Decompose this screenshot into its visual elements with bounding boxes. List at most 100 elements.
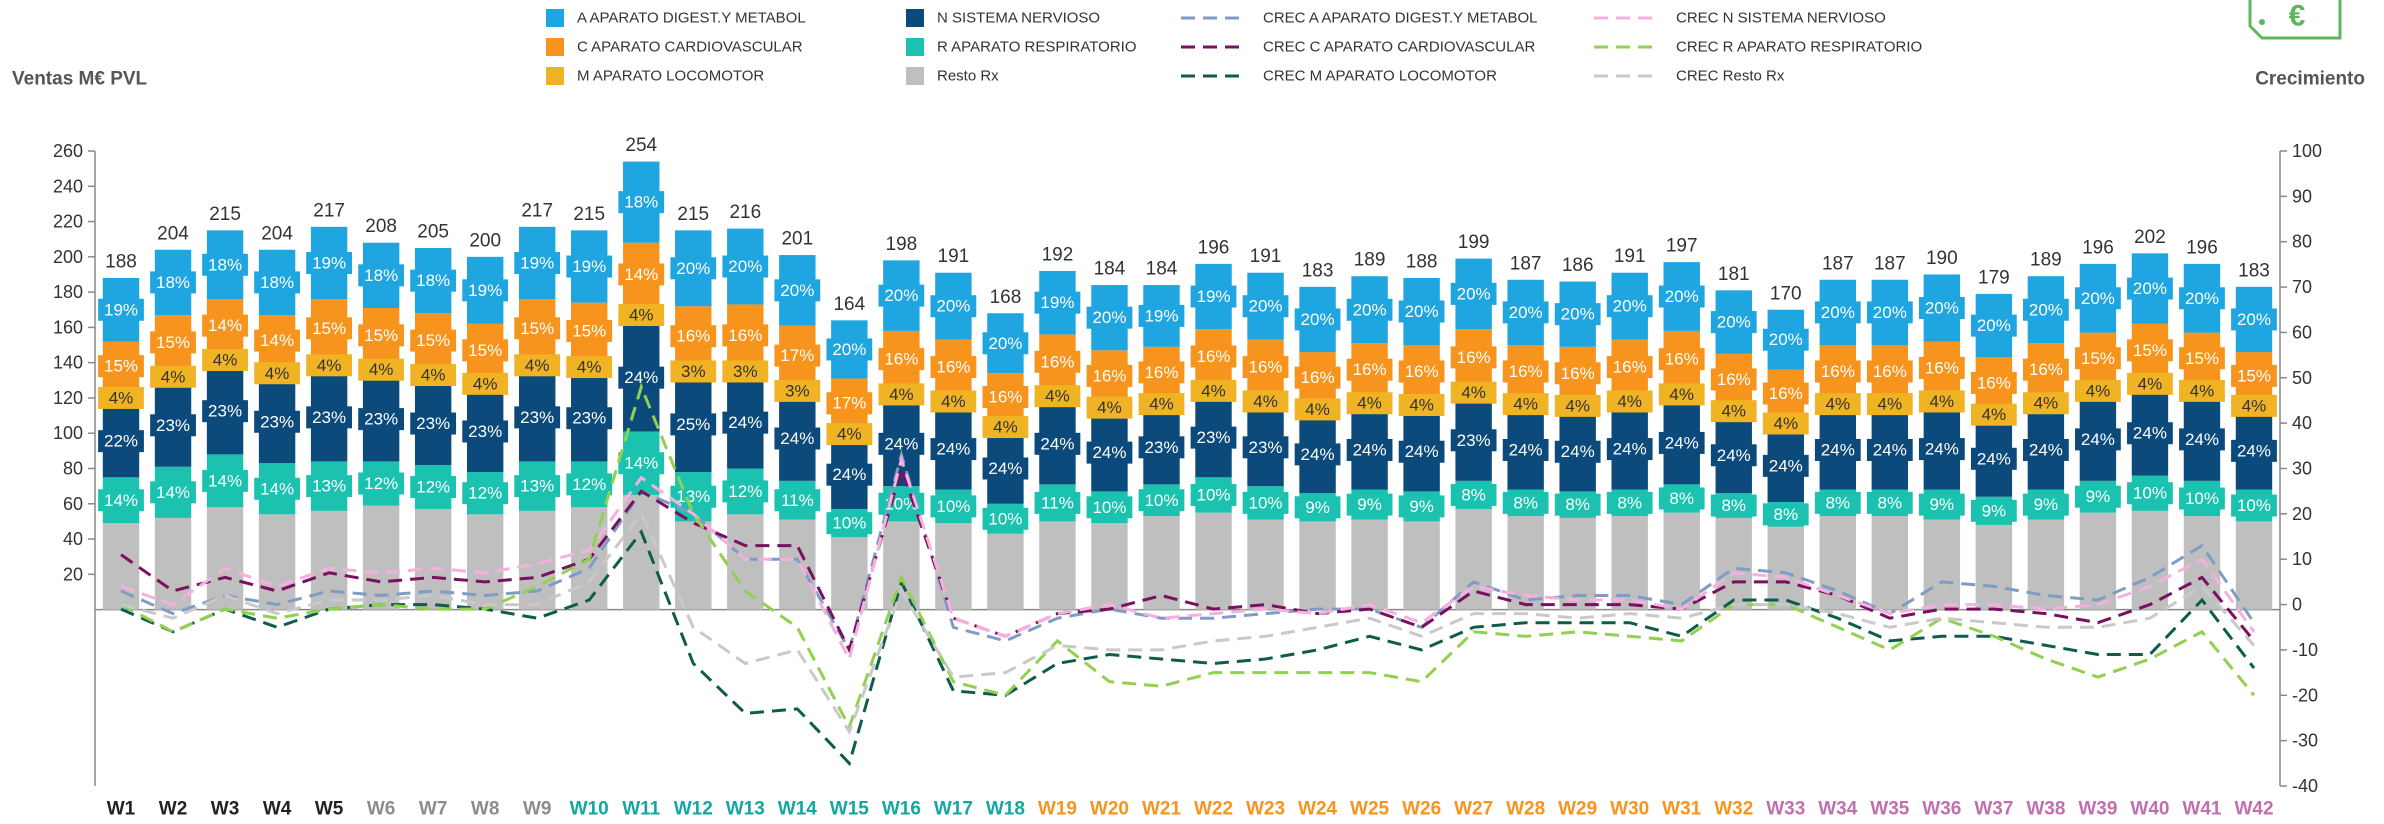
euro-icon: €: [2289, 0, 2306, 33]
share-label: 15%: [156, 333, 190, 352]
y-axis-title: Ventas M€ PVL: [12, 69, 148, 90]
share-label-box: [2231, 308, 2277, 331]
share-label-box: [1658, 487, 1705, 510]
share-label: 16%: [1457, 348, 1491, 367]
x-tick-label: W25: [1350, 799, 1390, 820]
share-label: 24%: [1353, 440, 1387, 459]
share-label: 3%: [733, 362, 758, 381]
share-label: 4%: [889, 385, 914, 404]
share-label: 4%: [1826, 395, 1851, 414]
share-label-box: [982, 507, 1029, 530]
share-label: 10%: [1249, 493, 1283, 512]
share-label: 8%: [1565, 495, 1590, 514]
share-label: 12%: [416, 478, 450, 497]
y-tick-label: 220: [53, 212, 83, 232]
x-tick-label: W3: [211, 799, 240, 820]
total-label: 200: [469, 230, 501, 251]
x-tick-label: W18: [986, 799, 1025, 820]
x-tick-label: W17: [934, 799, 973, 820]
share-label-box: [1294, 443, 1341, 466]
growth-line: [120, 528, 2256, 767]
share-label: 23%: [312, 408, 346, 427]
share-label: 18%: [208, 255, 242, 274]
share-label-box: [930, 438, 977, 461]
x-tick-label: W20: [1090, 799, 1129, 820]
share-label-box: [410, 364, 457, 387]
share-label: 20%: [2133, 279, 2167, 298]
x-tick-label: W29: [1558, 799, 1597, 820]
bar-segment: [1039, 521, 1076, 610]
share-label-box: [1762, 454, 1809, 477]
share-label-box: [202, 253, 248, 276]
share-label-box: [254, 477, 300, 500]
share-label: 8%: [1826, 493, 1851, 512]
share-label-box: [1346, 438, 1393, 461]
share-label-box: [1398, 394, 1445, 416]
share-label-box: [618, 191, 665, 214]
share-label: 15%: [572, 321, 606, 340]
share-label: 23%: [416, 414, 450, 433]
share-label-box: [1190, 426, 1237, 449]
share-label-box: [670, 360, 717, 383]
share-label-box: [1502, 438, 1549, 461]
share-label-box: [306, 252, 352, 275]
y-tick-label: 240: [53, 176, 83, 196]
total-label: 189: [2030, 250, 2062, 271]
x-tick-label: W32: [1714, 799, 1753, 820]
share-label-box: [618, 263, 665, 286]
share-label: 24%: [624, 368, 658, 387]
share-label: 10%: [2133, 484, 2167, 503]
total-label: 188: [1406, 252, 1438, 273]
share-label-box: [566, 356, 613, 379]
share-label-box: [1242, 491, 1289, 514]
share-label-box: [618, 452, 665, 475]
share-label: 20%: [1301, 310, 1335, 329]
y2-tick-label: 90: [2292, 186, 2312, 206]
share-label-box: [2127, 482, 2173, 505]
share-label-box: [1398, 360, 1445, 383]
share-label: 8%: [1721, 496, 1746, 515]
y-tick-label: 120: [53, 388, 83, 408]
share-label-box: [878, 348, 925, 371]
share-label-box: [98, 430, 144, 453]
share-label-box: [306, 475, 352, 498]
share-label: 19%: [468, 281, 502, 300]
share-label-box: [410, 329, 457, 352]
bar-segment: [1715, 517, 1752, 610]
share-label: 3%: [785, 381, 810, 400]
x-tick-label: W24: [1298, 799, 1338, 820]
x-tick-label: W8: [471, 799, 500, 820]
share-label: 11%: [781, 491, 814, 510]
share-label-box: [2179, 428, 2225, 451]
legend-label: A APARATO DIGEST.Y METABOL: [577, 10, 806, 27]
share-label-box: [1190, 345, 1237, 368]
share-label-box: [1190, 483, 1237, 506]
share-label-box: [2179, 487, 2225, 510]
x-tick-label: W15: [830, 799, 870, 820]
share-label: 4%: [1149, 395, 1174, 414]
total-label: 187: [1874, 253, 1906, 274]
share-label-box: [774, 379, 821, 402]
x-tick-label: W23: [1246, 799, 1285, 820]
share-label-box: [1814, 360, 1861, 383]
share-label-box: [670, 257, 717, 280]
share-label: 16%: [936, 358, 970, 377]
share-label: 24%: [1509, 440, 1543, 459]
total-label: 192: [1042, 244, 1074, 265]
total-label: 191: [1614, 246, 1646, 267]
x-tick-label: W16: [882, 799, 921, 820]
share-label: 9%: [1930, 495, 1955, 514]
share-label-box: [1606, 491, 1653, 514]
share-label: 13%: [676, 487, 710, 506]
share-label-box: [826, 392, 873, 415]
share-label-box: [1918, 296, 1965, 319]
y-tick-label: 40: [63, 529, 83, 549]
share-label-box: [1242, 295, 1289, 318]
share-label-box: [1346, 358, 1393, 381]
share-label: 24%: [2185, 430, 2219, 449]
share-label: 4%: [1305, 400, 1330, 419]
y2-tick-label: -20: [2292, 685, 2318, 705]
share-label: 24%: [1040, 434, 1074, 453]
share-label: 19%: [312, 254, 346, 273]
x-tick-label: W39: [2078, 799, 2117, 820]
